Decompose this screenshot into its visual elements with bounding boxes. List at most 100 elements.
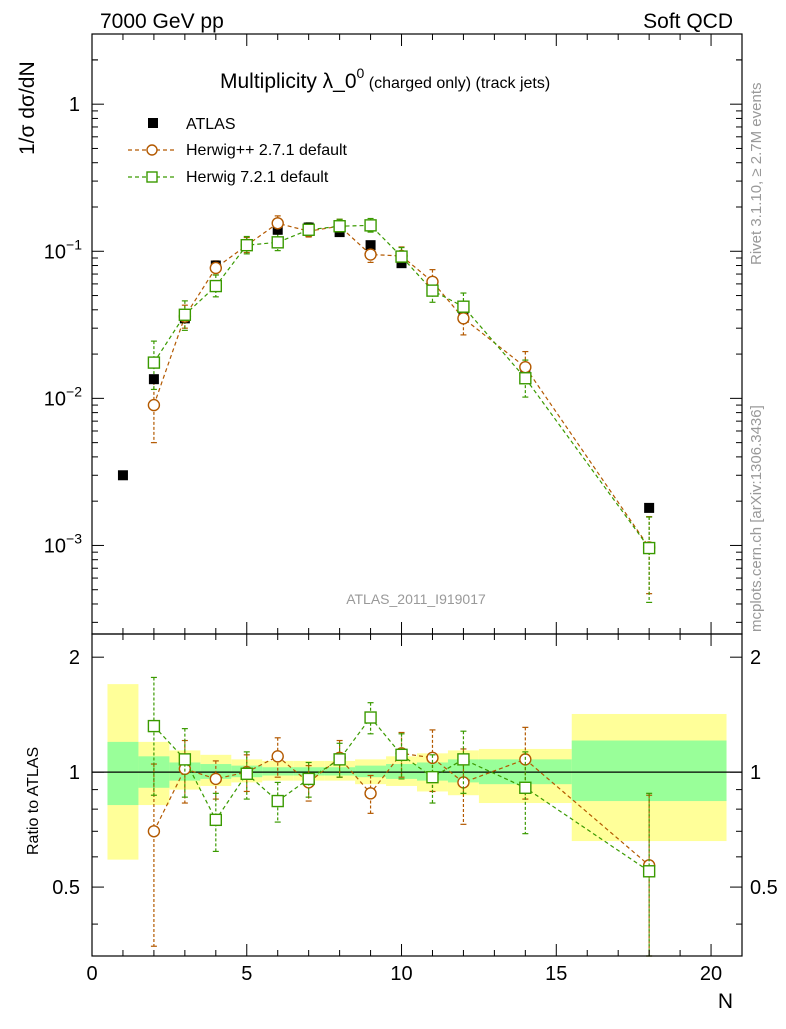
ratio-band-inner-13 xyxy=(571,740,727,802)
legend: ATLAS Herwig++ 2.7.1 default Herwig 7.2.… xyxy=(128,116,348,186)
ratio-bands xyxy=(92,684,742,860)
ratio-series-0-point-7 xyxy=(364,787,377,800)
y-ratio-tick-label-left-1: 1 xyxy=(69,762,80,784)
header-left: 7000 GeV pp xyxy=(100,10,224,33)
series-1-point-4 xyxy=(271,236,284,249)
atlas-point-0 xyxy=(117,470,128,481)
ratio-series-0-error-7 xyxy=(367,774,374,814)
ratio-panel-frame xyxy=(91,633,743,957)
ratio-plot xyxy=(147,676,656,957)
series-0-point-2 xyxy=(209,261,223,275)
series-1-error-12 xyxy=(646,516,653,603)
series-0-line xyxy=(153,222,650,548)
x-axis-label: N xyxy=(718,990,733,1013)
y-top-tick-label-exp-1: −1 xyxy=(66,236,82,252)
ratio-series-1-point-3 xyxy=(240,767,253,781)
y-top-tick-label-2: 10−2 xyxy=(44,383,82,410)
series-1-point-3 xyxy=(240,238,253,252)
series-1-point-2 xyxy=(209,279,223,293)
ratio-series-1-point-7 xyxy=(364,711,377,724)
y-ratio-tick-label-left-0: 0.5 xyxy=(52,877,80,899)
x-tick-label-0: 0 xyxy=(86,963,97,985)
x-tick-label-2: 10 xyxy=(390,963,412,985)
series-1-point-7 xyxy=(364,219,377,232)
y-ratio-tick-label-right-2: 2 xyxy=(750,647,761,669)
y-top-tick-label-base-3: 10 xyxy=(44,535,66,557)
series-1-point-0 xyxy=(147,356,161,369)
ratio-series-1-error-4 xyxy=(274,781,281,823)
atlas-point-9 xyxy=(396,258,407,269)
series-0-point-7 xyxy=(364,248,377,261)
y-top-tick-label-exp-2: −2 xyxy=(66,383,82,399)
chart-title: Multiplicity λ_00 (charged only) (track … xyxy=(220,65,550,93)
ratio-series-1-error-2 xyxy=(212,792,219,853)
legend-marker-herwigpp xyxy=(146,144,158,156)
ratio-series-1-point-10 xyxy=(457,753,470,766)
y-axis-label-top: 1/σ dσ/dN xyxy=(16,61,39,155)
y-top-tick-label-0: 1 xyxy=(69,94,80,116)
x-tick-label-3: 15 xyxy=(545,963,567,985)
series-0-point-0 xyxy=(147,398,161,412)
series-1-point-10 xyxy=(457,300,470,313)
series-0-point-11 xyxy=(519,360,532,374)
ratio-series-1-point-2 xyxy=(209,813,223,827)
atlas-point-1 xyxy=(148,374,159,385)
analysis-label: ATLAS_2011_I919017 xyxy=(346,591,486,607)
ratio-series-0-error-4 xyxy=(274,737,281,778)
header-right: Soft QCD xyxy=(643,10,733,33)
y-ratio-tick-label-right-1: 1 xyxy=(750,762,761,784)
ratio-series-1-error-0 xyxy=(150,676,157,796)
legend-marker-atlas xyxy=(148,118,158,128)
side-text-rivet: Rivet 3.1.10, ≥ 2.7M events xyxy=(748,83,765,266)
series-1-line xyxy=(153,224,650,549)
ratio-series-1-point-1 xyxy=(178,753,192,766)
atlas-point-13 xyxy=(644,502,655,513)
y-top-tick-label-1: 10−1 xyxy=(44,236,82,263)
series-1-error-1 xyxy=(181,300,188,331)
ratio-series-1-point-9 xyxy=(426,770,439,784)
side-text-mcplots: mcplots.cern.ch [arXiv:1306.3436] xyxy=(748,405,765,632)
chart-title-sup: 0 xyxy=(357,65,365,81)
ratio-band-inner-5 xyxy=(262,767,294,776)
ratio-series-1-error-9 xyxy=(429,754,436,804)
x-tick-label-1: 5 xyxy=(241,963,252,985)
y-top-tick-label-base-2: 10 xyxy=(44,388,66,410)
y-top-tick-label-exp-3: −3 xyxy=(66,530,82,546)
series-1-point-9 xyxy=(426,284,439,297)
ratio-series-1-point-5 xyxy=(302,772,315,786)
ratio-series-1-point-8 xyxy=(395,748,408,762)
series-0-point-4 xyxy=(271,217,284,230)
x-tick-label-4: 20 xyxy=(700,963,722,985)
series-0-point-10 xyxy=(457,312,470,325)
ratio-series-1-error-1 xyxy=(181,728,188,798)
legend-label-herwigpp: Herwig++ 2.7.1 default xyxy=(186,142,348,159)
series-1-point-8 xyxy=(395,250,408,263)
ratio-band-inner-0 xyxy=(107,741,139,806)
series-1-point-6 xyxy=(333,220,346,233)
legend-label-atlas: ATLAS xyxy=(186,116,236,133)
ratio-series-1-error-3 xyxy=(243,751,250,800)
y-top-tick-label-base-1: 10 xyxy=(44,241,66,263)
ratio-series-1-point-6 xyxy=(333,753,346,766)
ratio-series-1-point-11 xyxy=(519,781,532,794)
y-ratio-tick-label-right-0: 0.5 xyxy=(750,877,778,899)
ratio-band-inner-8 xyxy=(355,765,387,778)
ratio-series-1-point-12 xyxy=(642,865,656,878)
chart-title-small: (charged only) (track jets) xyxy=(364,75,550,92)
main-plot xyxy=(117,215,656,603)
y-ratio-tick-label-left-2: 2 xyxy=(69,647,80,669)
series-1-point-5 xyxy=(302,223,315,236)
legend-label-herwig7: Herwig 7.2.1 default xyxy=(186,169,329,186)
y-top-tick-label-base-0: 1 xyxy=(69,94,80,116)
atlas-point-8 xyxy=(365,240,376,251)
legend-marker-herwig7 xyxy=(146,171,158,183)
ratio-series-0-point-2 xyxy=(209,772,223,786)
ratio-series-0-point-4 xyxy=(271,750,284,763)
chart-title-main: Multiplicity λ_0 xyxy=(220,70,357,93)
series-1-point-12 xyxy=(642,541,656,555)
ratio-series-0-point-0 xyxy=(147,825,161,838)
atlas-point-5 xyxy=(272,224,283,235)
series-1-point-1 xyxy=(178,308,192,321)
